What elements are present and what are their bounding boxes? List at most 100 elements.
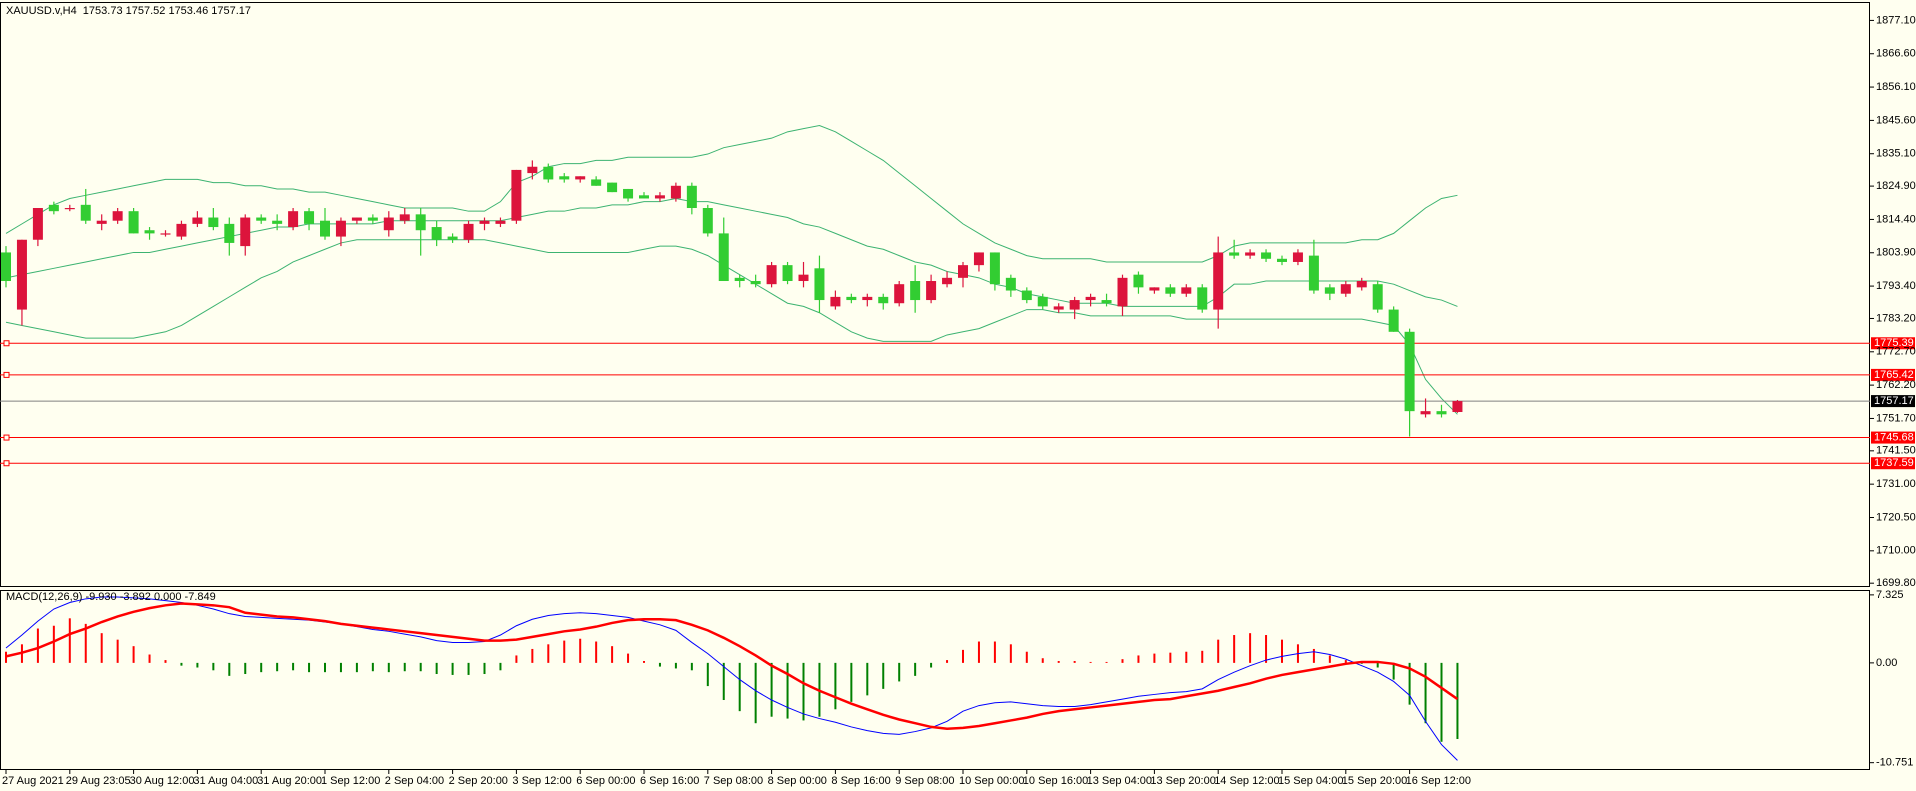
- price-line-handle: [3, 460, 10, 467]
- x-tick-label: 30 Aug 12:00: [130, 775, 195, 787]
- current-price-label: 1757.17: [1874, 395, 1914, 407]
- candle-body: [320, 220, 330, 237]
- y-tick-label: 1845.60: [1876, 114, 1916, 126]
- candle-body: [1324, 287, 1335, 294]
- candle-body: [447, 236, 458, 240]
- candle-body: [144, 230, 155, 234]
- histogram-bar: [850, 662, 853, 702]
- y-tick-label: 1866.60: [1876, 48, 1916, 60]
- candle-body: [527, 166, 538, 174]
- histogram-bar: [738, 662, 741, 712]
- price-line-tag: [1871, 368, 1915, 381]
- candle-body: [367, 217, 378, 221]
- candle-body: [862, 296, 873, 301]
- candle-body: [1, 252, 11, 282]
- y-tick-label: 1793.40: [1876, 280, 1916, 292]
- price-line-label: 1775.39: [1874, 337, 1914, 349]
- candle-body: [1005, 277, 1016, 291]
- price-panel: [0, 19, 1915, 584]
- x-tick-label: 7 Sep 08:00: [704, 775, 763, 787]
- macd-panel: [5, 594, 1874, 774]
- histogram-bar: [1217, 639, 1220, 663]
- candle-body: [48, 204, 59, 212]
- x-tick-label: 13 Sep 20:00: [1150, 775, 1215, 787]
- histogram-bar: [52, 625, 55, 663]
- histogram-bar: [962, 649, 964, 663]
- candle-body: [942, 277, 953, 285]
- histogram-bar: [1057, 661, 1060, 663]
- candle-body: [479, 220, 490, 224]
- histogram-bar: [132, 646, 135, 663]
- x-tick-label: 3 Sep 12:00: [512, 775, 571, 787]
- price-line-label: 1745.68: [1874, 431, 1914, 443]
- y-tick-label: 1824.90: [1876, 180, 1916, 192]
- histogram-bar: [1041, 658, 1044, 663]
- candle-body: [766, 265, 777, 285]
- macd-line: [5, 596, 1458, 761]
- candle-body: [208, 217, 219, 228]
- y-tick-label: 7.325: [1876, 589, 1904, 601]
- histogram-bar: [499, 662, 502, 671]
- histogram-bar: [834, 662, 837, 710]
- histogram-bar: [1121, 659, 1124, 663]
- y-tick-label: 1710.00: [1876, 545, 1916, 557]
- candle-body: [32, 208, 43, 240]
- y-tick-label: 1877.10: [1876, 14, 1916, 26]
- histogram-bar: [690, 662, 693, 671]
- candle-body: [128, 211, 139, 234]
- x-tick-label: 13 Sep 04:00: [1087, 775, 1152, 787]
- x-tick-label: 2 Sep 04:00: [385, 775, 444, 787]
- y-tick-label: -10.751: [1876, 757, 1913, 769]
- histogram-bar: [339, 662, 342, 673]
- histogram-bar: [1265, 635, 1268, 663]
- candle-body: [463, 223, 474, 240]
- y-tick-label: 1720.50: [1876, 511, 1916, 523]
- candle-body: [256, 217, 267, 221]
- candle-body: [495, 220, 506, 224]
- candle-body: [1117, 277, 1128, 307]
- histogram-bar: [1424, 662, 1427, 724]
- histogram-bar: [993, 641, 996, 663]
- histogram-bar: [515, 655, 518, 663]
- histogram-bar: [451, 662, 454, 675]
- price-line-label: 1765.42: [1874, 369, 1914, 381]
- histogram-bar: [1328, 655, 1331, 663]
- candle-body: [718, 233, 729, 282]
- candle-body: [431, 227, 442, 240]
- candle-body: [591, 179, 602, 186]
- histogram-bar: [1440, 662, 1443, 742]
- candle-body: [335, 220, 346, 237]
- candle-body: [894, 284, 905, 304]
- histogram-bar: [1360, 662, 1363, 664]
- x-tick-label: 6 Sep 16:00: [640, 775, 699, 787]
- candle-body: [64, 208, 75, 210]
- candle-body: [1277, 258, 1287, 262]
- y-tick-label: 1699.80: [1876, 577, 1916, 589]
- candle-body: [1404, 331, 1415, 412]
- candle-body: [670, 185, 681, 199]
- y-tick-label: 1751.70: [1876, 412, 1916, 424]
- y-tick-label: 0.00: [1876, 657, 1897, 669]
- histogram-bar: [898, 662, 901, 682]
- y-tick-label: 1803.90: [1876, 247, 1916, 259]
- histogram-bar: [754, 662, 757, 724]
- histogram-bar: [1376, 662, 1379, 668]
- candle-body: [1069, 300, 1080, 310]
- candle-body: [1213, 252, 1224, 310]
- histogram-bar: [1281, 639, 1283, 663]
- price-line-tag: [1871, 431, 1915, 444]
- candle-body: [575, 176, 586, 180]
- y-tick-label: 1772.70: [1876, 346, 1916, 358]
- price-line-tag: [1871, 337, 1915, 350]
- candle-body: [958, 265, 968, 278]
- candle-body: [272, 220, 283, 224]
- histogram-bar: [324, 662, 326, 673]
- candle-body: [926, 281, 937, 301]
- histogram-bar: [627, 653, 630, 663]
- candle-body: [607, 182, 618, 193]
- candle-body: [1308, 255, 1319, 291]
- y-tick-label: 1741.50: [1876, 445, 1916, 457]
- histogram-bar: [387, 662, 390, 673]
- histogram-bar: [1105, 661, 1108, 663]
